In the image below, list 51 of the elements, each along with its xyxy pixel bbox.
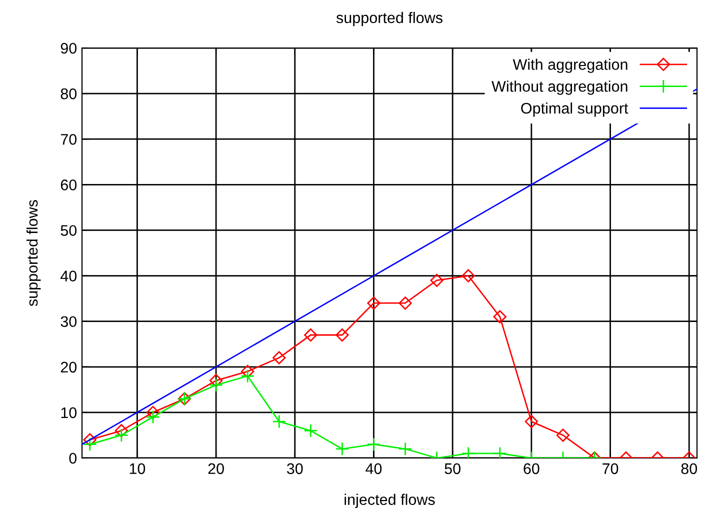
point	[398, 296, 412, 310]
x-tick-label: 80	[681, 463, 698, 474]
x-tick-label: 10	[130, 463, 146, 474]
y-axis-title: supported flows	[26, 200, 41, 306]
y-tick-label: 80	[60, 88, 77, 100]
y-tick-label: 0	[69, 452, 77, 464]
point	[82, 437, 97, 452]
point	[209, 374, 223, 388]
point	[524, 414, 538, 428]
point	[114, 424, 128, 438]
point	[493, 310, 506, 324]
point	[556, 428, 570, 442]
point	[146, 410, 160, 424]
point	[336, 328, 349, 342]
x-tick-label: 40	[366, 463, 382, 474]
point	[430, 274, 444, 287]
point	[492, 446, 507, 458]
y-tick-label: 70	[60, 134, 77, 145]
x-tick-label: 70	[602, 463, 618, 474]
point	[272, 414, 286, 428]
point	[304, 424, 318, 438]
point	[462, 269, 475, 282]
x-axis-title: injected flows	[344, 494, 435, 508]
legend-label: With aggregation	[512, 58, 628, 73]
y-tick-label: 40	[60, 270, 77, 282]
point	[83, 433, 96, 446]
x-tick-label: 60	[524, 463, 540, 474]
point	[461, 446, 476, 458]
y-tick-label: 50	[60, 225, 77, 236]
point	[272, 351, 286, 364]
y-tick-label: 10	[61, 407, 77, 418]
point	[114, 428, 128, 442]
y-tick-label: 90	[60, 42, 77, 54]
legend-label: Optimal support	[521, 102, 628, 117]
point	[240, 364, 254, 378]
point	[209, 378, 223, 392]
legend-label: Without aggregation	[492, 80, 628, 95]
x-tick-label: 50	[444, 463, 460, 474]
y-tick-label: 30	[60, 316, 77, 328]
point	[398, 442, 412, 456]
point	[304, 328, 318, 342]
point	[367, 296, 380, 310]
y-tick-label: 20	[60, 362, 77, 373]
y-tick-label: 60	[60, 180, 77, 190]
x-tick-label: 30	[286, 463, 303, 474]
x-tick-label: 20	[208, 463, 224, 474]
point	[146, 406, 160, 420]
point	[335, 442, 350, 456]
point	[240, 369, 255, 383]
point	[366, 437, 381, 452]
chart-title: supported flows	[336, 12, 442, 26]
